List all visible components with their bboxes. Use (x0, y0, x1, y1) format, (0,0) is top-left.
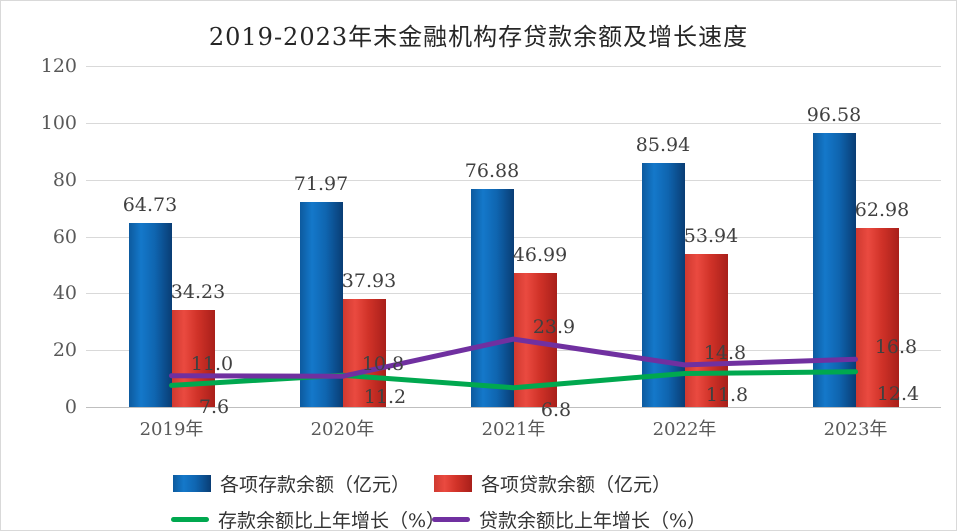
x-axis-category-label: 2020年 (310, 419, 375, 440)
line-value-label: 16.8 (874, 336, 918, 358)
deposit-growth-line-swatch (171, 516, 209, 522)
bar-value-label: 37.93 (341, 270, 397, 292)
bar-value-label: 62.98 (854, 199, 910, 221)
deposit-bar-swatch (173, 474, 211, 492)
line-value-label: 11.8 (705, 384, 749, 406)
y-axis-tick-label: 40 (52, 282, 77, 304)
chart-title: 2019-2023年末金融机构存贷款余额及增长速度 (208, 23, 749, 51)
bar-value-label: 53.94 (683, 225, 739, 247)
line-value-label: 12.4 (876, 383, 920, 405)
legend-label: 各项存款余额（亿元） (220, 473, 411, 496)
line-value-label: 23.9 (532, 316, 576, 338)
line-value-label: 7.6 (198, 396, 230, 418)
bar-deposit-2022年 (642, 163, 685, 407)
loan-growth-line-swatch (432, 516, 470, 522)
bar-value-label: 76.88 (464, 160, 520, 182)
bar-deposit-2023年 (813, 133, 856, 407)
loan-bar-swatch (434, 474, 472, 492)
legend-item: 各项存款余额（亿元） (173, 469, 410, 497)
bar-value-label: 46.99 (512, 244, 568, 266)
bar-deposit-2019年 (129, 223, 172, 407)
y-axis-tick-label: 60 (52, 226, 77, 248)
y-axis-tick-label: 0 (64, 396, 77, 418)
gridline (86, 123, 941, 124)
x-axis-category-label: 2021年 (481, 419, 546, 440)
bar-value-label: 71.97 (293, 173, 349, 195)
legend: 各项存款余额（亿元） 各项贷款余额（亿元） 存款余额比上年增长（%） 贷款余额比上年增… (1, 463, 956, 530)
gridline (86, 180, 941, 181)
bar-loan-2021年 (514, 273, 557, 407)
line-value-label: 6.8 (540, 399, 572, 421)
x-axis-category-label: 2022年 (652, 419, 717, 440)
bar-value-label: 34.23 (170, 281, 226, 303)
line-value-label: 11.0 (190, 353, 234, 375)
y-axis-tick-label: 20 (52, 339, 77, 361)
y-axis-tick-label: 100 (40, 112, 77, 134)
bar-deposit-2021年 (471, 189, 514, 407)
legend-item: 存款余额比上年增长（%） (171, 505, 446, 531)
legend-label: 贷款余额比上年增长（%） (479, 509, 707, 531)
bar-loan-2023年 (856, 228, 899, 407)
line-value-label: 14.8 (703, 342, 747, 364)
gridline (86, 66, 941, 67)
line-value-label: 11.2 (363, 386, 407, 408)
x-axis-category-label: 2019年 (139, 419, 204, 440)
line-value-label: 10.8 (361, 353, 405, 375)
bar-value-label: 64.73 (122, 194, 178, 216)
bar-value-label: 96.58 (806, 104, 862, 126)
x-axis-category-label: 2023年 (823, 419, 888, 440)
legend-label: 存款余额比上年增长（%） (218, 509, 446, 531)
y-axis-tick-label: 80 (52, 169, 77, 191)
y-axis-tick-label: 120 (40, 55, 77, 77)
bar-value-label: 85.94 (635, 134, 691, 156)
legend-item: 贷款余额比上年增长（%） (432, 505, 707, 531)
legend-label: 各项贷款余额（亿元） (481, 473, 672, 496)
bar-deposit-2020年 (300, 202, 343, 407)
legend-item: 各项贷款余额（亿元） (434, 469, 671, 497)
x-axis-line (86, 407, 941, 408)
